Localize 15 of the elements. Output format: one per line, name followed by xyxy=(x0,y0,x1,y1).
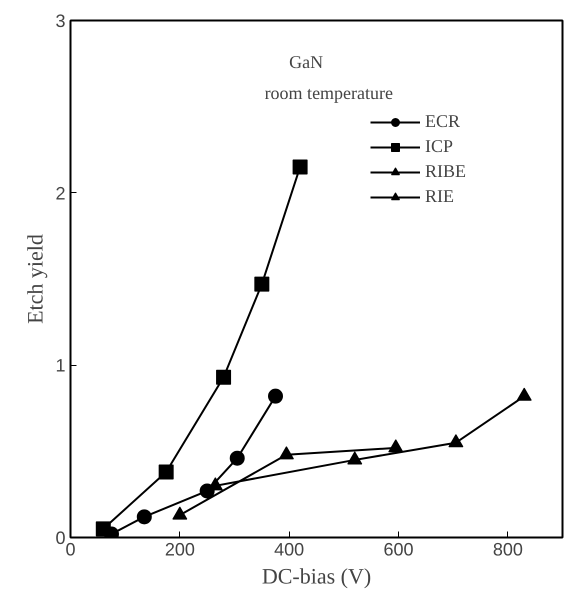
x-axis-title: DC-bias (V) xyxy=(262,564,372,588)
x-tick-label: 800 xyxy=(492,540,523,560)
y-axis-title: Etch yield xyxy=(22,234,48,324)
y-tick-label: 3 xyxy=(55,11,66,31)
annotation: room temperature xyxy=(264,83,394,104)
legend-label: RIE xyxy=(425,186,454,207)
annotation: GaN xyxy=(289,52,324,72)
legend-label: ECR xyxy=(425,111,460,132)
x-tick-label: 400 xyxy=(274,540,304,560)
x-tick-label: 200 xyxy=(164,540,195,560)
y-tick-label: 1 xyxy=(55,356,66,376)
y-tick-label: 2 xyxy=(55,183,66,204)
x-tick-label: 600 xyxy=(383,540,414,560)
legend-label: RIBE xyxy=(425,161,466,182)
legend-label: ICP xyxy=(425,136,454,157)
